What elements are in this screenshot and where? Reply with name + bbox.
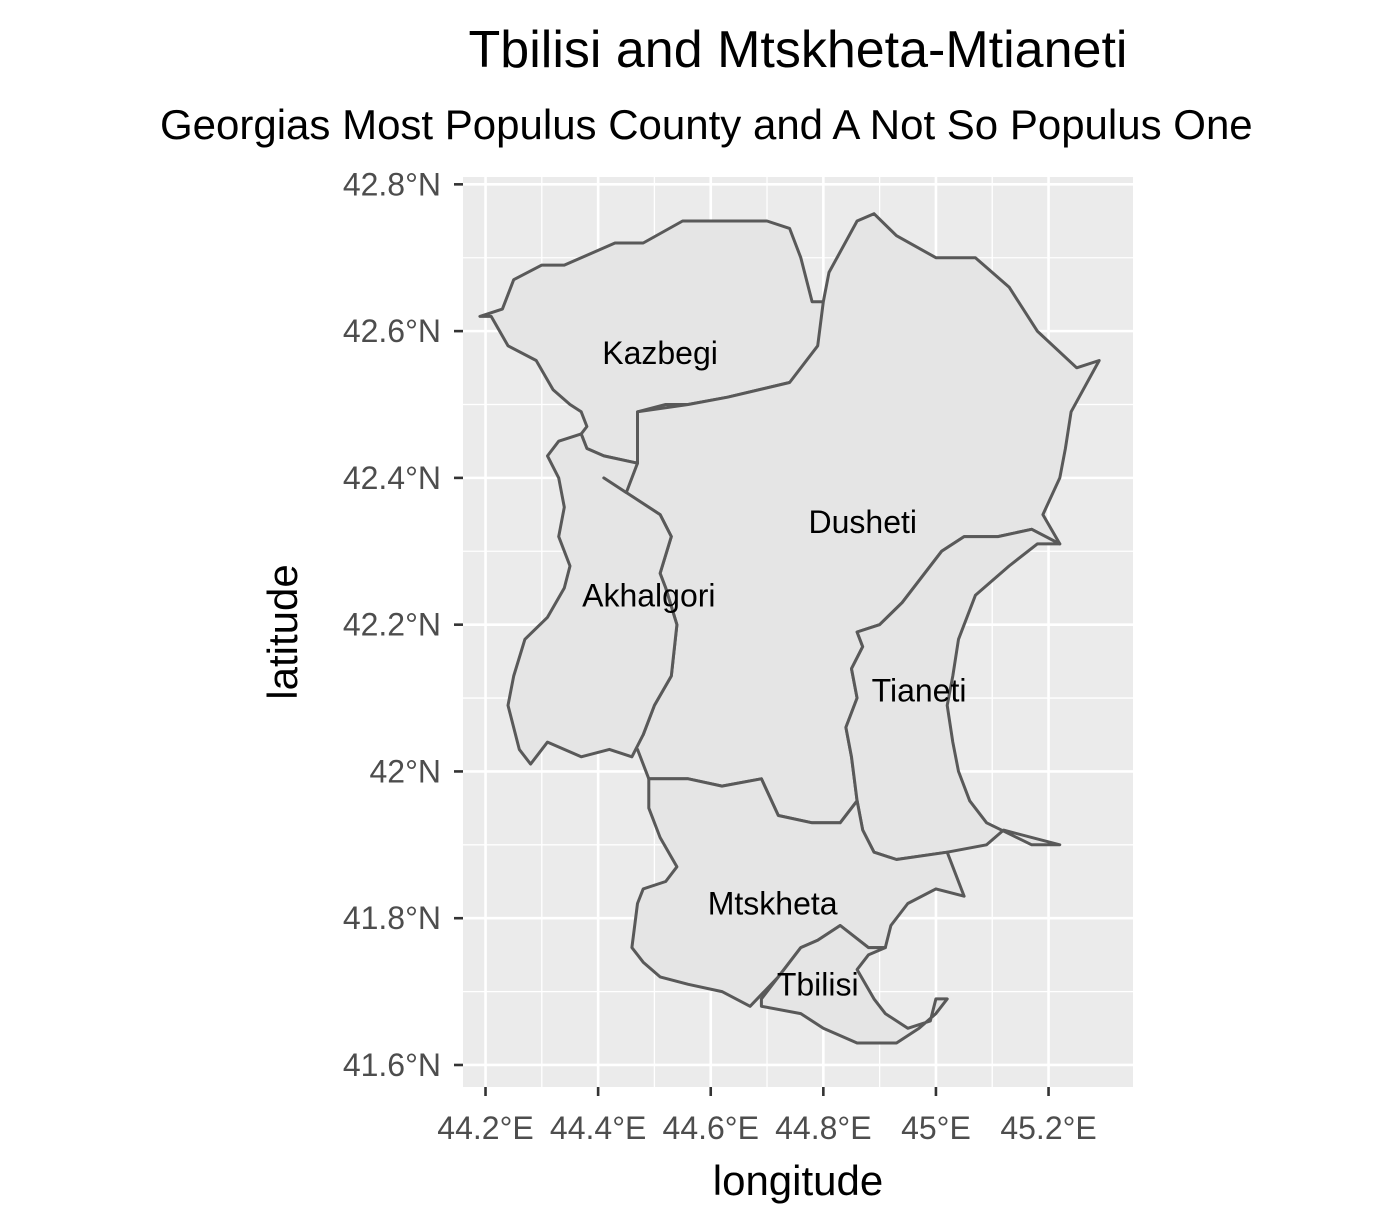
x-tick-label: 44.8°E (775, 1110, 871, 1146)
y-tick-label: 41.6°N (343, 1047, 441, 1083)
x-tick-label: 45.2°E (1000, 1110, 1096, 1146)
y-tick-label: 42.2°N (343, 607, 441, 643)
x-axis: 44.2°E 44.4°E 44.6°E 44.8°E 45°E 45.2°E (437, 1087, 1097, 1146)
y-tick-label: 42.4°N (343, 460, 441, 496)
map-regions (478, 212, 1101, 1045)
region-label-akhalgori: Akhalgori (582, 577, 715, 613)
y-axis: 41.6°N 41.8°N 42°N 42.2°N 42.4°N 42.6°N 42.8°N (343, 166, 463, 1083)
x-tick-label: 44.4°E (550, 1110, 646, 1146)
y-tick-label: 41.8°N (343, 900, 441, 936)
region-tbilisi (759, 924, 949, 1045)
x-tick-label: 45°E (901, 1110, 971, 1146)
x-axis-title: longitude (713, 1157, 883, 1204)
region-akhalgori (506, 432, 679, 766)
y-axis-title: latitude (259, 564, 306, 699)
region-label-tbilisi: Tbilisi (777, 966, 859, 1002)
region-label-kazbegi: Kazbegi (602, 335, 718, 371)
y-tick-label: 42.8°N (343, 166, 441, 202)
x-tick-label: 44.6°E (663, 1110, 759, 1146)
x-tick-label: 44.2°E (437, 1110, 533, 1146)
region-label-mtskheta: Mtskheta (708, 886, 838, 922)
region-labels: Kazbegi Dusheti Akhalgori Tianeti Mtskheta Tb… (582, 335, 966, 1002)
chart-title: Tbilisi and Mtskheta-Mtianeti (469, 21, 1128, 79)
y-tick-label: 42.6°N (343, 313, 441, 349)
y-tick-label: 42°N (370, 753, 442, 789)
chart-subtitle: Georgias Most Populus County and A Not S… (160, 101, 1253, 148)
region-label-dusheti: Dusheti (808, 504, 917, 540)
region-label-tianeti: Tianeti (872, 673, 967, 709)
